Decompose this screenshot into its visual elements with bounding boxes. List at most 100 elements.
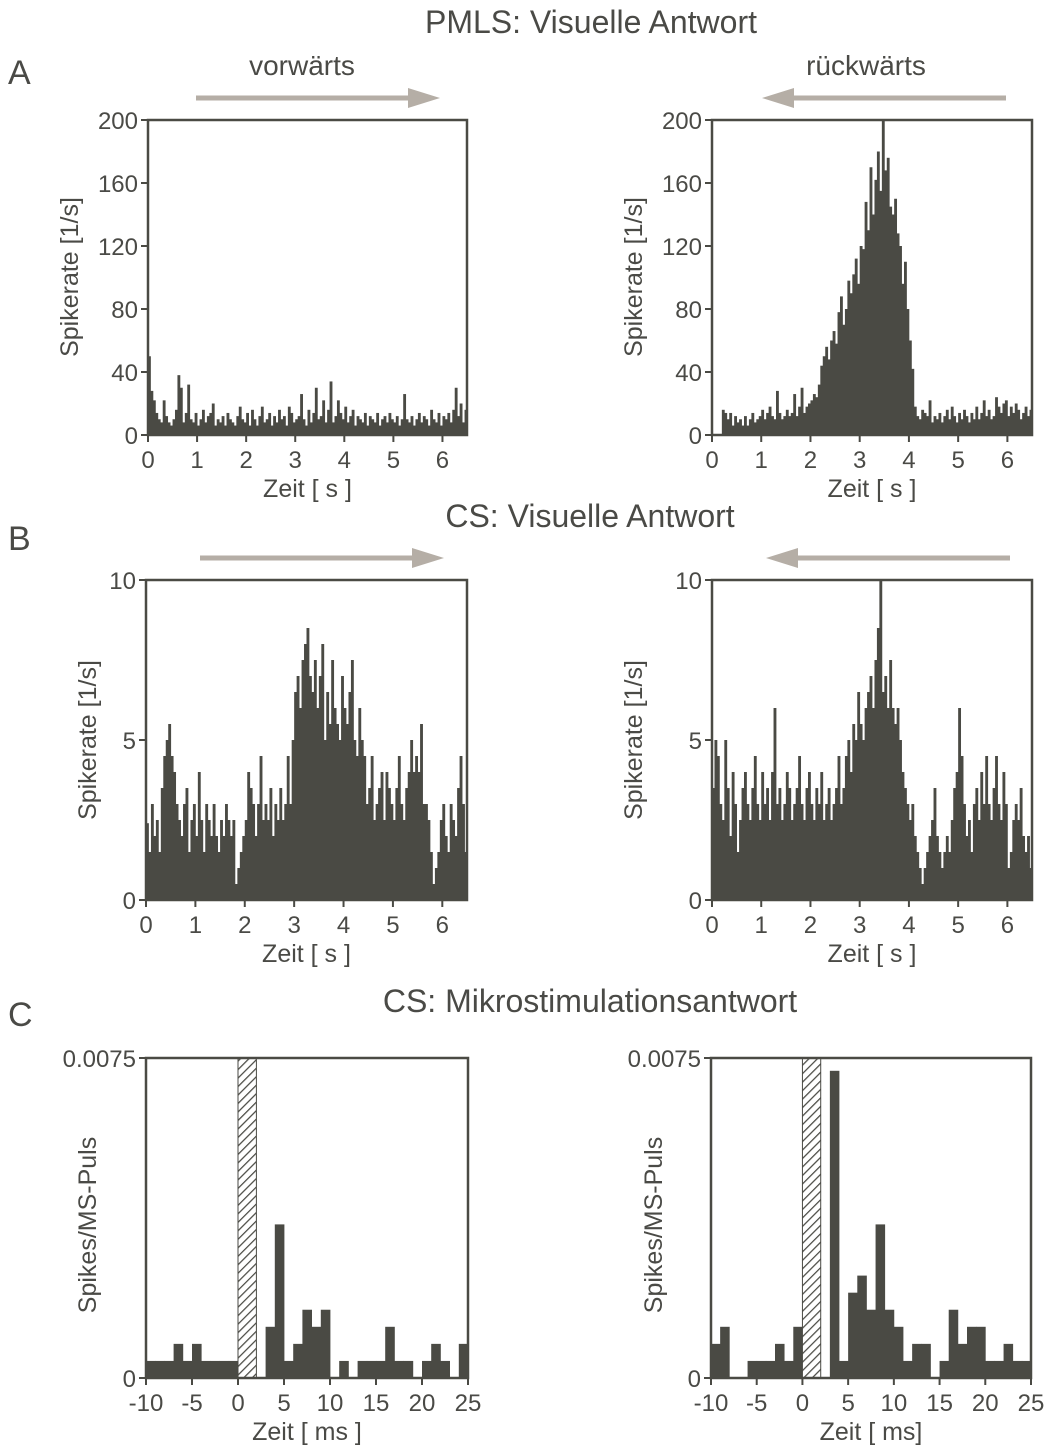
bar [972,419,976,435]
bars [146,628,468,900]
bar [317,419,321,435]
bar [239,852,243,900]
plot-frame [710,118,1034,437]
bar [835,788,838,900]
bar [795,416,799,435]
bar [840,296,843,435]
bar [803,412,806,435]
bar [228,1360,239,1378]
bar [284,1360,294,1378]
bar [955,422,959,435]
bar [758,820,762,900]
x-tick-label: 10 [317,1390,344,1417]
bar [798,406,802,435]
bar [210,1360,220,1378]
bar [228,419,232,435]
bar [753,422,757,435]
bar [980,412,984,435]
bar [263,422,267,435]
bar [311,692,315,900]
bar [430,409,434,435]
bar [207,820,211,900]
bar [857,283,861,435]
bar [768,406,772,435]
chart-pmls-forward: 0 1 2 3 4 5 6 0 40 80 120 160 200 Zeit [ s ] Spikerate… [56,108,469,503]
bar [172,419,176,435]
x-axis-label: Zeit [ ms] [820,1418,923,1446]
bar [447,412,451,435]
bar [274,1224,285,1378]
bar [153,836,157,900]
bar [748,419,752,435]
stimulus-artifact [801,1057,822,1379]
bar [279,788,283,900]
bar [407,772,411,900]
bar [251,409,254,435]
bar [437,412,441,435]
chart-cs-microstim-right: -10 -5 0 5 10 15 20 25 0 0.0075 Zeit [ ms] Spikes/M… [628,1046,1045,1446]
bar [373,422,377,435]
bar [427,820,431,900]
bar [164,1360,174,1378]
bar [302,419,306,435]
bar [985,416,989,435]
x-tick-label: 3 [853,912,866,939]
x-tick-label: 15 [363,1390,390,1417]
bar [403,394,407,435]
bar [842,324,846,435]
bar [1004,400,1008,435]
bar [761,409,765,435]
bar [192,1343,202,1378]
bar [906,804,910,900]
bar [899,246,902,435]
bar [711,1343,721,1378]
bar [894,724,898,900]
arrow-left-icon [762,88,1006,108]
bar [960,419,964,435]
bar [726,788,730,900]
bar [346,422,350,435]
bar [879,190,883,436]
y-tick-label: 0.0075 [63,1046,136,1073]
bar [306,628,310,900]
bar [975,788,979,900]
arrow-right-icon [196,88,440,108]
bar [965,836,969,900]
bar [253,419,257,435]
bars [712,580,1033,900]
bar [955,772,959,900]
bar [908,340,912,435]
bars [711,1070,1032,1378]
bar [875,1224,886,1378]
x-tick-label: 5 [386,912,399,939]
bar [739,419,742,435]
bar [939,1360,950,1378]
bar [734,804,738,900]
bar [344,406,348,435]
bar [336,400,340,435]
bar [862,740,866,900]
bar [366,425,370,435]
panel-letter-b: B [8,520,31,558]
bar [921,884,925,900]
x-axis-label: Zeit [ ms ] [252,1418,362,1446]
bar [808,772,811,900]
bar [1007,416,1011,435]
bar [376,412,380,435]
bar [793,394,797,435]
bar [785,772,789,900]
bar [1012,820,1016,900]
bar [938,412,942,435]
bar [926,416,930,435]
bar [160,422,164,435]
bar [378,425,382,435]
bar [155,820,159,900]
bar [259,756,263,900]
bars [148,356,468,435]
bar [400,419,404,435]
y-tick-label: 0 [123,888,136,915]
bar [1024,406,1028,435]
bar [765,1360,776,1378]
bar [835,343,838,435]
bar [938,852,942,900]
